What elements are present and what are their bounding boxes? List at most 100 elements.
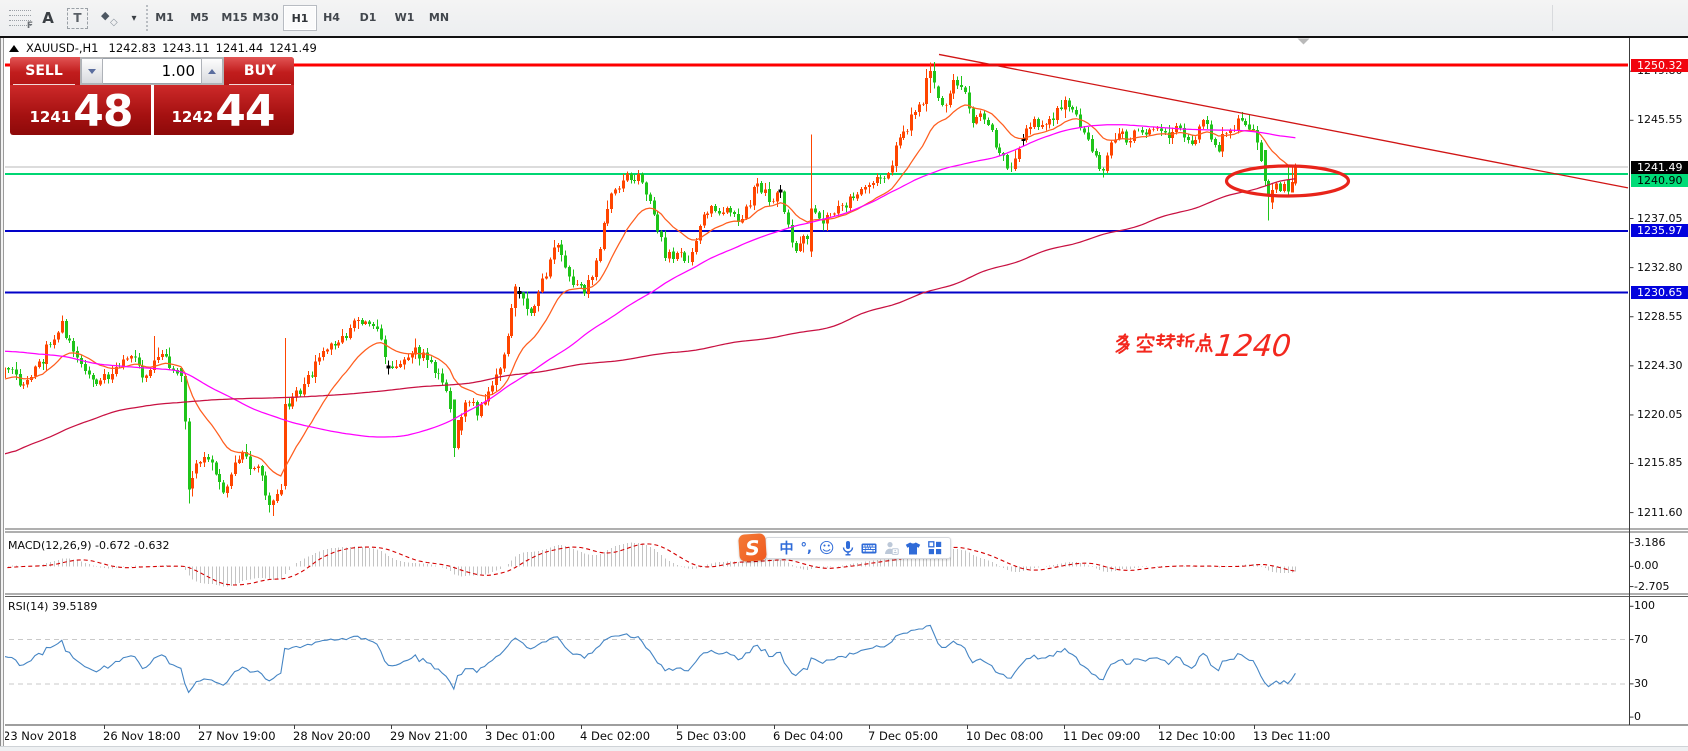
- timeframe-button-m5[interactable]: M5: [190, 11, 209, 24]
- time-axis-label: 10 Dec 08:00: [966, 729, 1044, 743]
- volume-input[interactable]: 1.00: [103, 58, 201, 84]
- ma-slow-line: [0, 178, 1296, 456]
- caret-down-icon: [88, 68, 96, 74]
- ohlc-high: 1243.11: [162, 41, 210, 55]
- microphone-icon[interactable]: [842, 538, 854, 558]
- macd-label: MACD(12,26,9) -0.672 -0.632: [8, 539, 170, 552]
- time-axis-label: 27 Nov 19:00: [198, 729, 276, 743]
- text-box-tool-icon[interactable]: T: [64, 4, 91, 32]
- ohlc-open: 1242.83: [108, 41, 157, 55]
- timeframe-button-m15[interactable]: M15: [221, 11, 248, 24]
- sogou-logo-icon[interactable]: S: [738, 533, 767, 562]
- window-left-border: [0, 37, 5, 751]
- price-divider: [150, 85, 154, 135]
- rsi-tick-0: 0: [1634, 710, 1641, 724]
- price-tick-1220.05: 1220.05: [1637, 407, 1683, 421]
- time-axis-label: 23 Nov 2018: [3, 729, 77, 743]
- skin-tshirt-icon[interactable]: [905, 538, 921, 558]
- price-badge-1230.65: 1230.65: [1631, 285, 1688, 299]
- emoji-icon[interactable]: ☺: [818, 539, 835, 557]
- arrow-shapes-tool-icon[interactable]: ◆ ◇: [101, 9, 118, 28]
- rsi-tick-100: 100: [1634, 599, 1655, 613]
- collapse-arrow-icon[interactable]: [9, 44, 19, 52]
- sell-price-display[interactable]: 1241 48: [29, 86, 134, 137]
- fibo-lines-icon: F: [9, 8, 33, 31]
- time-axis-label: 26 Nov 18:00: [103, 729, 181, 743]
- time-axis-label: 29 Nov 21:00: [390, 729, 468, 743]
- price-tick-1228.55: 1228.55: [1637, 309, 1683, 323]
- price-tick-1211.60: 1211.60: [1637, 505, 1683, 519]
- buy-price-display[interactable]: 1242 44: [171, 86, 276, 137]
- chart-symbol-period: XAUUSD-,H1: [26, 41, 99, 55]
- punctuation-icon[interactable]: °,: [800, 540, 812, 556]
- ma-fast-line: [0, 104, 1296, 477]
- sogou-logo-letter: S: [744, 535, 761, 560]
- time-axis-label: 12 Dec 10:00: [1158, 729, 1236, 743]
- note-text-digits: 1240: [1213, 329, 1293, 364]
- text-label-tool-icon[interactable]: A: [42, 9, 54, 27]
- volume-increase-button[interactable]: [201, 58, 223, 84]
- time-axis-label: 4 Dec 02:00: [580, 729, 651, 743]
- fibonacci-tool-icon[interactable]: F: [6, 4, 34, 32]
- timeframe-button-d1[interactable]: D1: [359, 11, 377, 24]
- price-badge-1240.90: 1240.90: [1631, 174, 1688, 187]
- one-click-trading-panel: SELL 1.00 BUY 1241 48 1242 44: [10, 57, 294, 135]
- timeframe-button-mn[interactable]: MN: [428, 11, 450, 24]
- note-text-glyphs: 1240: [1115, 329, 1293, 364]
- ohlc-close: 1241.49: [269, 41, 317, 55]
- price-badge-1241.49: 1241.49: [1631, 160, 1688, 174]
- button-underline: [229, 84, 291, 85]
- timeframe-button-m30[interactable]: M30: [252, 11, 279, 24]
- profile-icon[interactable]: [884, 538, 899, 558]
- buy-button[interactable]: BUY: [226, 57, 294, 85]
- volume-decrease-button[interactable]: [81, 58, 103, 84]
- rsi-tick-70: 70: [1634, 632, 1648, 646]
- timeframe-button-h4[interactable]: H4: [323, 11, 340, 24]
- price-tick-1215.85: 1215.85: [1637, 456, 1683, 470]
- timeframe-button-w1[interactable]: W1: [394, 11, 415, 24]
- timeframe-button-h1[interactable]: H1: [283, 5, 317, 31]
- shapes-dropdown-caret[interactable]: ▾: [131, 12, 137, 24]
- up-candle-bodies: [3, 71, 1297, 505]
- ohlc-low: 1241.44: [215, 41, 264, 55]
- price-tick-1224.30: 1224.30: [1637, 358, 1683, 372]
- top-toolbar: F A T ◆ ◇ ▾ M1 M5 M15 M30 H1 H4 D1 W1 MN: [0, 0, 1688, 36]
- rsi-label: RSI(14) 39.5189: [8, 600, 98, 613]
- price-tick-1232.80: 1232.80: [1637, 260, 1683, 274]
- doji-candles: [386, 133, 1026, 375]
- time-axis-label: 6 Dec 04:00: [773, 729, 844, 743]
- price-badge-1235.97: 1235.97: [1631, 224, 1688, 238]
- caret-up-icon: [208, 68, 216, 74]
- macd-signal-line: [0, 543, 1296, 586]
- chinese-mode-icon[interactable]: 中: [779, 541, 794, 557]
- rsi-tick-30: 30: [1634, 676, 1648, 690]
- window-top-border: [0, 36, 1688, 38]
- price-tick-1237.05: 1237.05: [1637, 211, 1683, 225]
- price-badge-1250.32: 1250.32: [1631, 58, 1688, 72]
- macd-histogram: [0, 542, 1296, 587]
- ma-medium-line: [0, 124, 1296, 438]
- highlight-ellipse: [1224, 164, 1351, 198]
- sell-button[interactable]: SELL: [10, 57, 78, 85]
- macd-tick--2.705: -2.705: [1634, 579, 1670, 593]
- rsi-line: [0, 624, 1296, 694]
- timeframe-button-m1[interactable]: M1: [155, 11, 174, 24]
- time-axis-label: 7 Dec 05:00: [868, 729, 939, 743]
- macd-tick-3.186: 3.186: [1634, 535, 1666, 549]
- toolbar-separator: [146, 5, 148, 31]
- price-tick-1245.55: 1245.55: [1637, 113, 1683, 127]
- toolbar-separator-right: [1552, 5, 1553, 31]
- macd-tick-0.00: 0.00: [1634, 559, 1659, 573]
- window-bottom-strip: [0, 746, 1688, 751]
- shift-marker-triangle: [1297, 38, 1310, 45]
- chart-title: XAUUSD-,H1 1242.83 1243.11 1241.44 1241.…: [9, 41, 323, 55]
- ime-toolbar: 中 °, ☺: [765, 537, 951, 559]
- down-candle-bodies: [0, 71, 1290, 506]
- toolbox-grid-icon[interactable]: [928, 538, 942, 558]
- keyboard-icon[interactable]: [861, 538, 877, 558]
- button-underline: [13, 84, 75, 85]
- trade-prices: 1241 48 1242 44: [10, 85, 294, 135]
- time-axis-label: 3 Dec 01:00: [485, 729, 556, 743]
